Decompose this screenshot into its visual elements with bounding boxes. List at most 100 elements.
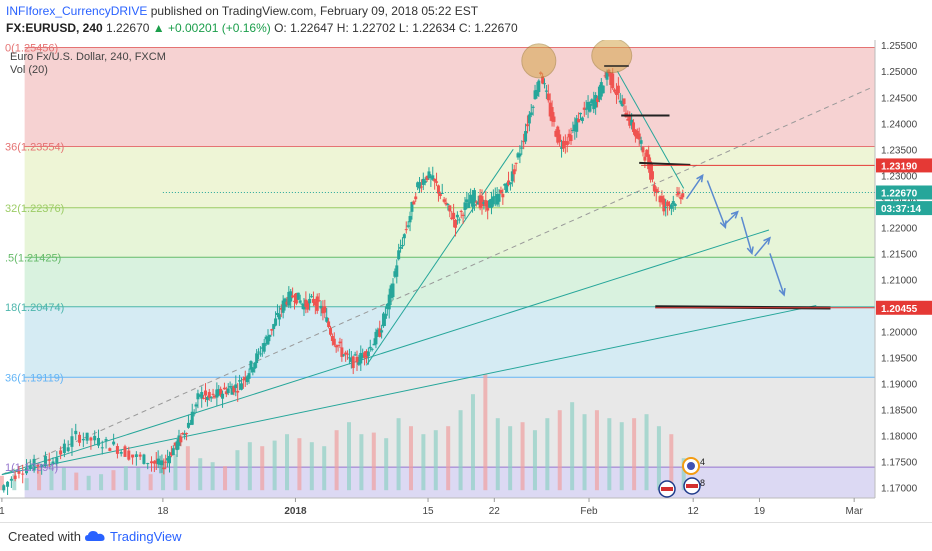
candle-body — [533, 90, 537, 100]
candle-body — [614, 91, 618, 95]
candle-body — [160, 460, 164, 466]
time-tick-label: 15 — [422, 506, 434, 517]
candle-body — [169, 452, 173, 456]
candle-body — [177, 435, 181, 446]
price-tag-label: 1.23190 — [881, 161, 918, 172]
volume-bar — [520, 422, 525, 491]
volume-bar — [148, 474, 153, 491]
candle-body — [618, 100, 622, 103]
candle-body — [181, 433, 185, 435]
candle-body — [232, 386, 236, 393]
candle-body — [2, 485, 6, 491]
candle-body — [383, 313, 387, 319]
event-badge-8[interactable]: 8 — [683, 477, 705, 495]
volume-bar — [656, 426, 661, 491]
candle-body — [234, 384, 238, 389]
candle-body — [338, 341, 342, 344]
volume-bar — [669, 434, 674, 491]
candle-body — [207, 392, 211, 398]
candle-body — [577, 119, 581, 123]
author-link[interactable]: INFIforex_CurrencyDRIVE — [6, 4, 148, 18]
candle-body — [119, 451, 123, 454]
candle-body — [469, 194, 473, 203]
price-tick-label: 1.25500 — [881, 41, 918, 52]
candle-body — [681, 193, 685, 198]
candle-body — [507, 180, 511, 185]
candle-body — [512, 169, 516, 175]
candle-body — [245, 376, 249, 383]
candle-body — [478, 195, 482, 209]
candle-body — [594, 95, 598, 108]
candle-body — [660, 196, 664, 203]
candle-body — [40, 464, 44, 467]
header-line1: INFIforex_CurrencyDRIVE published on Tra… — [6, 4, 478, 18]
candle-body — [347, 357, 351, 359]
time-axis[interactable]: 1 18 2018 15 22 Feb 12 19 Mar — [0, 497, 875, 517]
candles — [2, 68, 685, 496]
projection-arrow — [769, 253, 785, 296]
volume-bar — [309, 442, 314, 491]
candle-body — [213, 395, 217, 398]
candle-body — [190, 411, 194, 425]
candle-body — [535, 89, 539, 97]
candle-body — [575, 118, 579, 132]
candle-body — [332, 338, 336, 345]
volume-bar — [235, 450, 240, 491]
candle-body — [637, 133, 641, 140]
candle-body — [287, 291, 291, 306]
candle-body — [283, 298, 287, 307]
fib-label: 0(1.25456) — [5, 42, 58, 54]
candle-body — [679, 197, 683, 200]
candle-body — [580, 117, 584, 121]
tradingview-brand[interactable]: TradingView — [110, 529, 182, 544]
highlight-ellipse — [521, 43, 557, 79]
candle-body — [544, 90, 548, 92]
price-tick-label: 1.21000 — [881, 275, 918, 286]
candle-body — [654, 188, 658, 193]
candle-body — [518, 153, 522, 157]
volume-bar — [582, 414, 587, 491]
event-badge-4[interactable]: 4 — [682, 457, 705, 475]
candle-body — [389, 285, 393, 298]
time-tick-label: 18 — [157, 506, 169, 517]
price-axis[interactable]: 1.25500 1.25000 1.24500 1.24000 1.23500 1.230… — [874, 40, 918, 498]
candle-body — [13, 475, 17, 480]
candle-body — [459, 210, 463, 212]
candle-body — [302, 304, 306, 310]
candle-body — [55, 457, 59, 464]
candle-body — [262, 342, 266, 352]
candle-body — [66, 447, 70, 452]
candle-body — [198, 395, 202, 397]
candle-body — [652, 185, 656, 192]
candle-body — [344, 352, 348, 355]
volume-bar — [371, 432, 376, 491]
candle-body — [605, 72, 609, 80]
candle-body — [639, 140, 643, 144]
time-tick-label: Feb — [580, 506, 598, 517]
candle-body — [115, 446, 119, 454]
price-chart[interactable]: 0(1.25456) 36(1.23554) 32(1.22376) .5(1.214… — [0, 40, 932, 522]
candle-body — [552, 116, 556, 122]
candle-body — [313, 301, 317, 306]
candle-body — [633, 129, 637, 137]
candle-body — [217, 389, 221, 396]
candle-body — [173, 442, 177, 446]
volume-bar — [74, 472, 79, 491]
candle-body — [215, 389, 219, 398]
candle-body — [397, 250, 401, 260]
us-flag-icon[interactable] — [658, 480, 676, 498]
price-tick-label: 1.19000 — [881, 380, 918, 391]
volume-bar — [123, 466, 128, 491]
time-tick-label: 22 — [489, 506, 501, 517]
candle-body — [374, 331, 378, 345]
candle-body — [325, 317, 329, 322]
candle-body — [186, 422, 190, 428]
candle-body — [650, 171, 654, 180]
time-tick-label: 2018 — [284, 506, 307, 517]
price-tag — [876, 185, 932, 200]
hand-line — [639, 161, 691, 166]
projection-arrow-head — [778, 287, 786, 297]
candle-body — [308, 298, 312, 304]
candle-body — [586, 102, 590, 110]
candle-body — [108, 448, 112, 451]
